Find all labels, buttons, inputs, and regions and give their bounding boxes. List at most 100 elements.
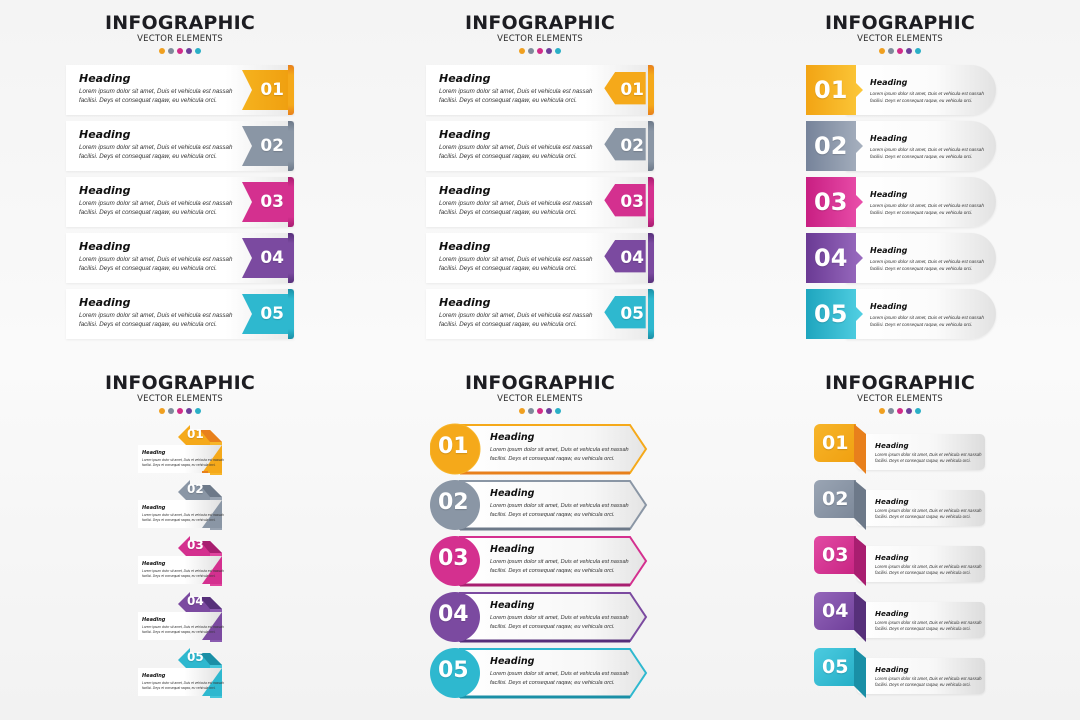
item-text-line1: Lorem ipsum dolor sit amet, Duis et vehi… xyxy=(79,200,233,207)
item-heading: Heading xyxy=(142,450,166,456)
item-heading: Heading xyxy=(142,617,166,623)
item-number: 03 xyxy=(260,192,284,212)
ribbon-tab xyxy=(288,177,294,227)
item-text-line2: facilisi. Deys et consequat raqaw, eu ve… xyxy=(79,97,217,104)
number-box xyxy=(814,480,856,518)
item-number: 04 xyxy=(187,594,204,608)
item-text-line1: Lorem ipsum dolor sit amet, Duis et vehi… xyxy=(875,620,982,625)
list-item-3: 03 Heading Lorem ipsum dolor sit amet, D… xyxy=(138,536,226,588)
panel-header: INFOGRAPHIC VECTOR ELEMENTS xyxy=(360,12,720,54)
list-item-5: 05 Heading Lorem ipsum dolor sit amet, D… xyxy=(138,648,226,700)
list-item-1: 01 Heading Lorem ipsum dolor sit amet, D… xyxy=(430,423,650,475)
item-number: 02 xyxy=(260,136,284,156)
item-text-line1: Lorem ipsum dolor sit amet, Duis et vehi… xyxy=(142,681,224,685)
item-text-line2: facilisi. Deys et consequat raqaw, eu ve… xyxy=(142,686,216,690)
number-box xyxy=(814,424,856,462)
list-item-5: Heading Lorem ipsum dolor sit amet, Duis… xyxy=(66,289,294,339)
list-item-4: Heading Lorem ipsum dolor sit amet, Duis… xyxy=(66,233,294,283)
tag-point-icon xyxy=(604,240,646,273)
item-heading: Heading xyxy=(875,553,909,562)
item-number: 03 xyxy=(814,188,848,216)
item-heading: Heading xyxy=(79,184,131,197)
item-heading: Heading xyxy=(439,240,491,253)
item-number: 05 xyxy=(814,300,848,328)
item-text-line2: facilisi. Deys et consequat raqaw, eu ve… xyxy=(870,98,973,103)
color-dots xyxy=(0,408,360,414)
item-text-line2: facilisi. Deys et consequat raqaw, eu ve… xyxy=(79,321,217,328)
dot-magenta xyxy=(897,408,903,414)
item-heading: Heading xyxy=(490,488,535,499)
item-text-line1: Lorem ipsum dolor sit amet, Duis et vehi… xyxy=(875,564,982,569)
item-heading: Heading xyxy=(79,128,131,141)
item-heading: Heading xyxy=(870,134,908,143)
number-box xyxy=(814,648,856,686)
item-text-line1: Lorem ipsum dolor sit amet, Duis et vehi… xyxy=(490,671,629,677)
dot-purple xyxy=(906,408,912,414)
dot-orange xyxy=(519,408,525,414)
item-text-line1: Lorem ipsum dolor sit amet, Duis et vehi… xyxy=(79,144,233,151)
item-number: 05 xyxy=(822,656,849,678)
item-text-line2: facilisi. Deys et consequat raqaw, eu ve… xyxy=(490,568,615,574)
item-number: 04 xyxy=(438,602,469,627)
item-panel xyxy=(857,434,985,470)
item-number: 01 xyxy=(187,427,204,441)
fold-icon xyxy=(202,668,222,696)
item-text-line1: Lorem ipsum dolor sit amet, Duis et vehi… xyxy=(79,88,233,95)
list-item-2: Heading Lorem ipsum dolor sit amet, Duis… xyxy=(66,121,294,171)
infographic-panel-6: INFOGRAPHIC VECTOR ELEMENTS xyxy=(720,360,1080,720)
list-item-4: 04 Heading Lorem ipsum dolor sit amet, D… xyxy=(812,592,992,647)
list-item-4: Heading Lorem ipsum dolor sit amet, Duis… xyxy=(426,233,654,283)
infographic-panel-4: INFOGRAPHIC VECTOR ELEMENTS xyxy=(0,360,360,720)
item-heading: Heading xyxy=(142,673,166,679)
flag-fold-icon xyxy=(854,424,866,474)
dot-cyan xyxy=(915,408,921,414)
item-heading: Heading xyxy=(490,600,535,611)
dot-cyan xyxy=(195,48,201,54)
item-heading: Heading xyxy=(490,432,535,443)
item-text-line2: facilisi. Deys et consequat raqaw, eu ve… xyxy=(490,512,615,518)
item-heading: Heading xyxy=(142,505,166,511)
item-heading: Heading xyxy=(79,240,131,253)
item-text-line1: Lorem ipsum dolor sit amet, Duis et vehi… xyxy=(870,259,984,264)
item-number: 02 xyxy=(814,132,848,160)
ribbon-tab xyxy=(288,289,294,339)
dot-gray xyxy=(888,48,894,54)
dot-gray xyxy=(528,48,534,54)
item-text-line2: facilisi. Deys et consequat raqaw, eu ve… xyxy=(875,514,971,519)
ribbon-notch-icon xyxy=(242,294,288,334)
item-heading: Heading xyxy=(142,561,166,567)
item-heading: Heading xyxy=(439,128,491,141)
dot-cyan xyxy=(195,408,201,414)
list-item-4: 04 Heading Lorem ipsum dolor sit amet, D… xyxy=(138,592,226,644)
dot-gray xyxy=(888,408,894,414)
ribbon-notch-icon xyxy=(242,238,288,278)
item-text-line1: Lorem ipsum dolor sit amet, Duis et vehi… xyxy=(875,676,982,681)
item-panel xyxy=(857,602,985,638)
item-text-line2: facilisi. Deys et consequat raqaw, eu ve… xyxy=(490,624,615,630)
panel-header: INFOGRAPHIC VECTOR ELEMENTS xyxy=(0,372,360,414)
item-number: 01 xyxy=(620,80,644,100)
item-heading: Heading xyxy=(875,609,909,618)
item-text-line2: facilisi. Deys et consequat raqaw, eu ve… xyxy=(142,463,216,467)
fold-icon xyxy=(202,500,222,528)
item-heading: Heading xyxy=(439,184,491,197)
item-text-line2: facilisi. Deys et consequat raqaw, eu ve… xyxy=(870,210,973,215)
dot-cyan xyxy=(555,408,561,414)
item-number: 04 xyxy=(620,248,644,268)
item-number: 05 xyxy=(260,304,284,324)
flag-fold-icon xyxy=(854,648,866,698)
ribbon-tab xyxy=(288,121,294,171)
dot-gray xyxy=(168,48,174,54)
dot-magenta xyxy=(177,408,183,414)
tag-tab xyxy=(648,233,654,283)
item-text-line2: facilisi. Deys et consequat raqaw, eu ve… xyxy=(870,322,973,327)
dot-magenta xyxy=(537,408,543,414)
item-number: 03 xyxy=(822,544,849,566)
infographic-panel-5: INFOGRAPHIC VECTOR ELEMENTS xyxy=(360,360,720,720)
dot-gray xyxy=(168,408,174,414)
item-number: 03 xyxy=(187,538,204,552)
item-number: 03 xyxy=(438,546,469,571)
number-box-icon xyxy=(806,233,863,283)
item-panel xyxy=(857,490,985,526)
ribbon-tab xyxy=(288,65,294,115)
